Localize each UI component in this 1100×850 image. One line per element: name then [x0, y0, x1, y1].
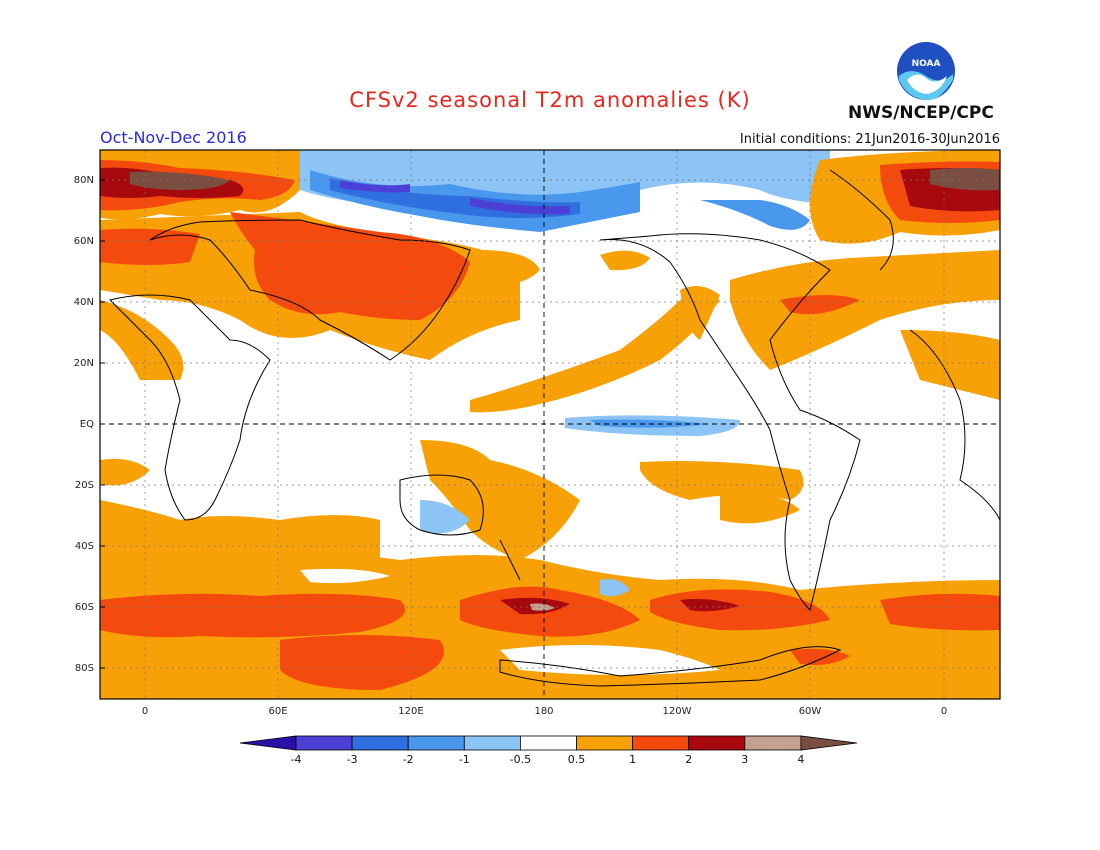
colorbar-segment — [295, 735, 353, 751]
longitude-label: 180 — [534, 706, 553, 717]
longitude-label: 0 — [941, 706, 947, 717]
colorbar-label: -1 — [459, 753, 470, 766]
latitude-label: 80S — [75, 663, 94, 674]
colorbar-segment — [632, 735, 690, 751]
latitude-label: 60N — [74, 236, 94, 247]
latitude-label: 40S — [75, 541, 94, 552]
pacific-warm-band — [470, 295, 720, 413]
noaa-logo-icon: NOAA — [897, 42, 955, 101]
initial-conditions: Initial conditions: 21Jun2016-30Jun2016 — [739, 132, 1000, 147]
agency-label: NWS/NCEP/CPC — [848, 103, 994, 123]
longitude-label: 60E — [268, 706, 287, 717]
colorbar-segment — [576, 735, 633, 751]
latitude-label: 80N — [74, 175, 94, 186]
colorbar-segment — [351, 735, 409, 751]
anomaly-field — [100, 150, 1000, 699]
colorbar-label: 4 — [797, 753, 804, 766]
colorbar-label: 3 — [741, 753, 748, 766]
colorbar-segment — [520, 735, 577, 751]
colorbar-label: 2 — [685, 753, 692, 766]
colorbar-label: -2 — [403, 753, 414, 766]
colorbar-segment — [463, 735, 521, 751]
latitude-label: 20N — [74, 358, 94, 369]
colorbar: -4 -3 -2 -1 -0.5 0.5 1 2 3 4 — [239, 735, 857, 766]
noaa-logo-text: NOAA — [912, 59, 941, 69]
colorbar-segment — [688, 735, 746, 751]
longitude-label: 60W — [799, 706, 822, 717]
forecast-period: Oct-Nov-Dec 2016 — [100, 128, 247, 147]
map-title: CFSv2 seasonal T2m anomalies (K) — [349, 88, 751, 112]
latitude-label: 40N — [74, 297, 94, 308]
colorbar-label: -4 — [291, 753, 302, 766]
colorbar-label: 0.5 — [568, 753, 586, 766]
coastlines — [109, 169, 1000, 687]
colorbar-segment — [800, 735, 857, 751]
colorbar-segment — [744, 735, 802, 751]
colorbar-label: -0.5 — [510, 753, 531, 766]
latitude-labels: 80N 60N 40N 20N EQ 20S 40S 60S 80S — [74, 175, 105, 674]
longitude-label: 120W — [663, 706, 692, 717]
latitude-label: EQ — [80, 419, 94, 430]
graticule — [100, 150, 1000, 699]
colorbar-label: 1 — [629, 753, 636, 766]
latitude-label: 20S — [75, 480, 94, 491]
longitude-label: 120E — [398, 706, 423, 717]
colorbar-segment — [239, 735, 297, 751]
latitude-label: 60S — [75, 602, 94, 613]
longitude-label: 0 — [142, 706, 148, 717]
colorbar-segment — [407, 735, 465, 751]
longitude-labels: 0 60E 120E 180 120W 60W 0 — [142, 706, 947, 717]
colorbar-label: -3 — [347, 753, 358, 766]
